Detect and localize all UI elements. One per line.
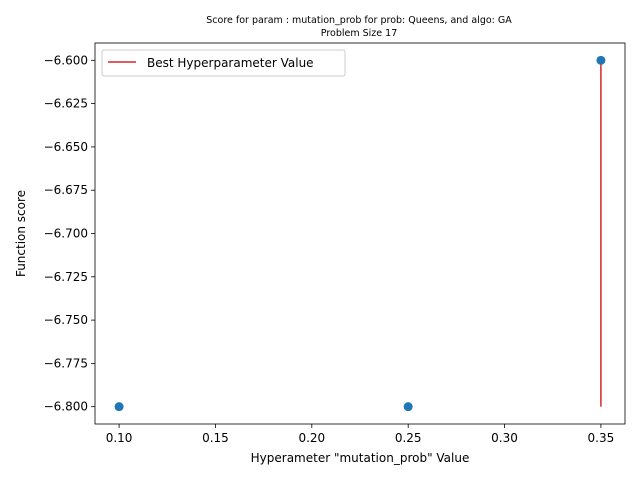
x-tick-label: 0.25 [395, 431, 422, 445]
y-tick-label: −6.750 [44, 313, 88, 327]
chart-subtitle: Problem Size 17 [321, 28, 397, 39]
plot-area [95, 43, 625, 424]
axes-frame [94, 42, 626, 425]
scatter-point [596, 55, 606, 65]
chart-title: Score for param : mutation_prob for prob… [206, 15, 512, 26]
scatter-point [114, 402, 124, 412]
y-tick-label: −6.775 [44, 356, 88, 370]
data-points [114, 55, 606, 412]
legend-box [101, 49, 346, 77]
x-tick-label: 0.35 [588, 431, 615, 445]
legend-label-best: Best Hyperparameter Value [147, 56, 314, 70]
x-tick-label: 0.10 [106, 431, 133, 445]
y-axis-label: Function score [14, 190, 28, 277]
y-tick-label: −6.700 [44, 227, 88, 241]
y-tick-label: −6.600 [44, 53, 88, 67]
y-tick-label: −6.725 [44, 270, 88, 284]
y-tick-label: −6.650 [44, 140, 88, 154]
y-tick-label: −6.800 [44, 400, 88, 414]
x-tick-label: 0.20 [298, 431, 325, 445]
scatter-point [403, 402, 413, 412]
x-axis-label: Hyperameter "mutation_prob" Value [251, 451, 470, 465]
x-axis-ticks: 0.10 0.15 0.20 0.25 0.30 0.35 [106, 424, 615, 445]
y-tick-label: −6.675 [44, 183, 88, 197]
legend: Best Hyperparameter Value [101, 49, 346, 77]
y-axis-ticks: −6.600 −6.625 −6.650 −6.675 −6.700 −6.725 −6.7… [44, 53, 95, 414]
x-tick-label: 0.30 [491, 431, 518, 445]
y-tick-label: −6.625 [44, 97, 88, 111]
x-tick-label: 0.15 [202, 431, 229, 445]
